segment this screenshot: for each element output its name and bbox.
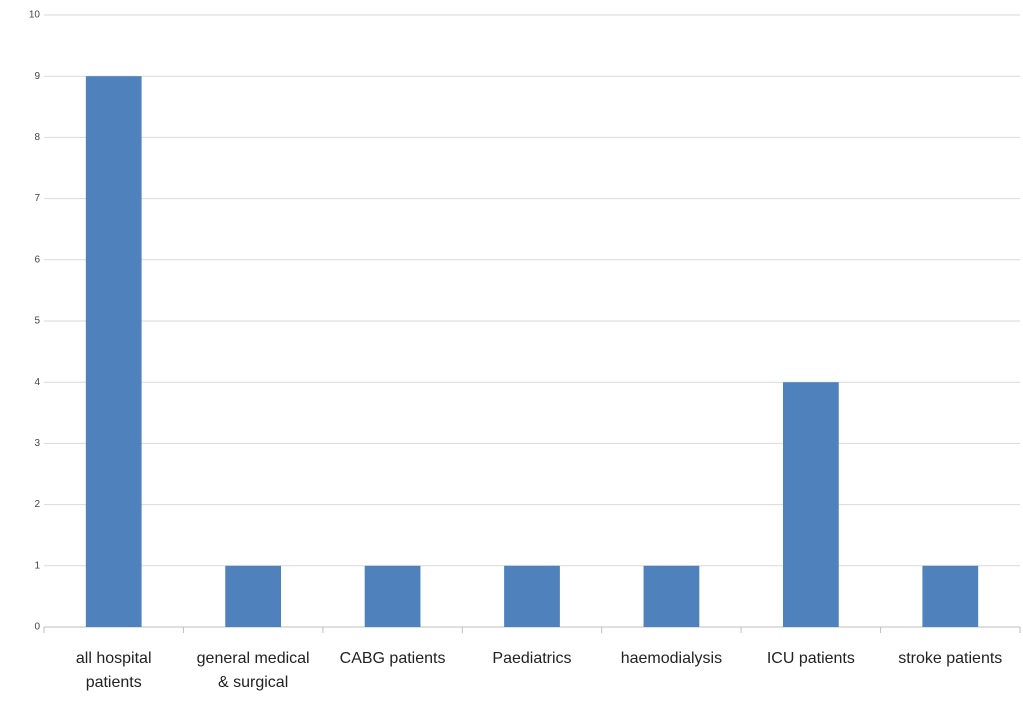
x-tick-label: general medical & surgical bbox=[196, 650, 310, 691]
y-tick-label: 10 bbox=[29, 10, 41, 21]
bar bbox=[643, 565, 700, 627]
y-tick-label: 7 bbox=[34, 193, 40, 204]
x-tick-label: CABG patients bbox=[339, 650, 446, 667]
bar bbox=[364, 565, 421, 627]
bar bbox=[782, 382, 839, 627]
y-tick-label: 6 bbox=[34, 254, 40, 265]
y-tick-label: 4 bbox=[34, 377, 40, 388]
x-tick-label: ICU patients bbox=[766, 650, 855, 667]
bar bbox=[504, 565, 560, 627]
bar bbox=[85, 76, 142, 627]
y-tick-label: 1 bbox=[34, 560, 40, 571]
y-tick-label: 9 bbox=[34, 71, 40, 82]
x-tick-label: all hospital patients bbox=[75, 650, 152, 691]
x-tick-label: haemodialysis bbox=[620, 650, 723, 667]
x-tick-label: stroke patients bbox=[898, 650, 1003, 667]
y-tick-label: 5 bbox=[34, 316, 40, 327]
bar bbox=[225, 565, 282, 627]
y-tick-label: 3 bbox=[34, 438, 40, 449]
y-tick-label: 8 bbox=[34, 132, 40, 143]
y-tick-label: 0 bbox=[34, 622, 40, 633]
y-tick-label: 2 bbox=[34, 499, 40, 510]
x-tick-label: Paediatrics bbox=[492, 650, 572, 667]
bar bbox=[922, 565, 979, 627]
